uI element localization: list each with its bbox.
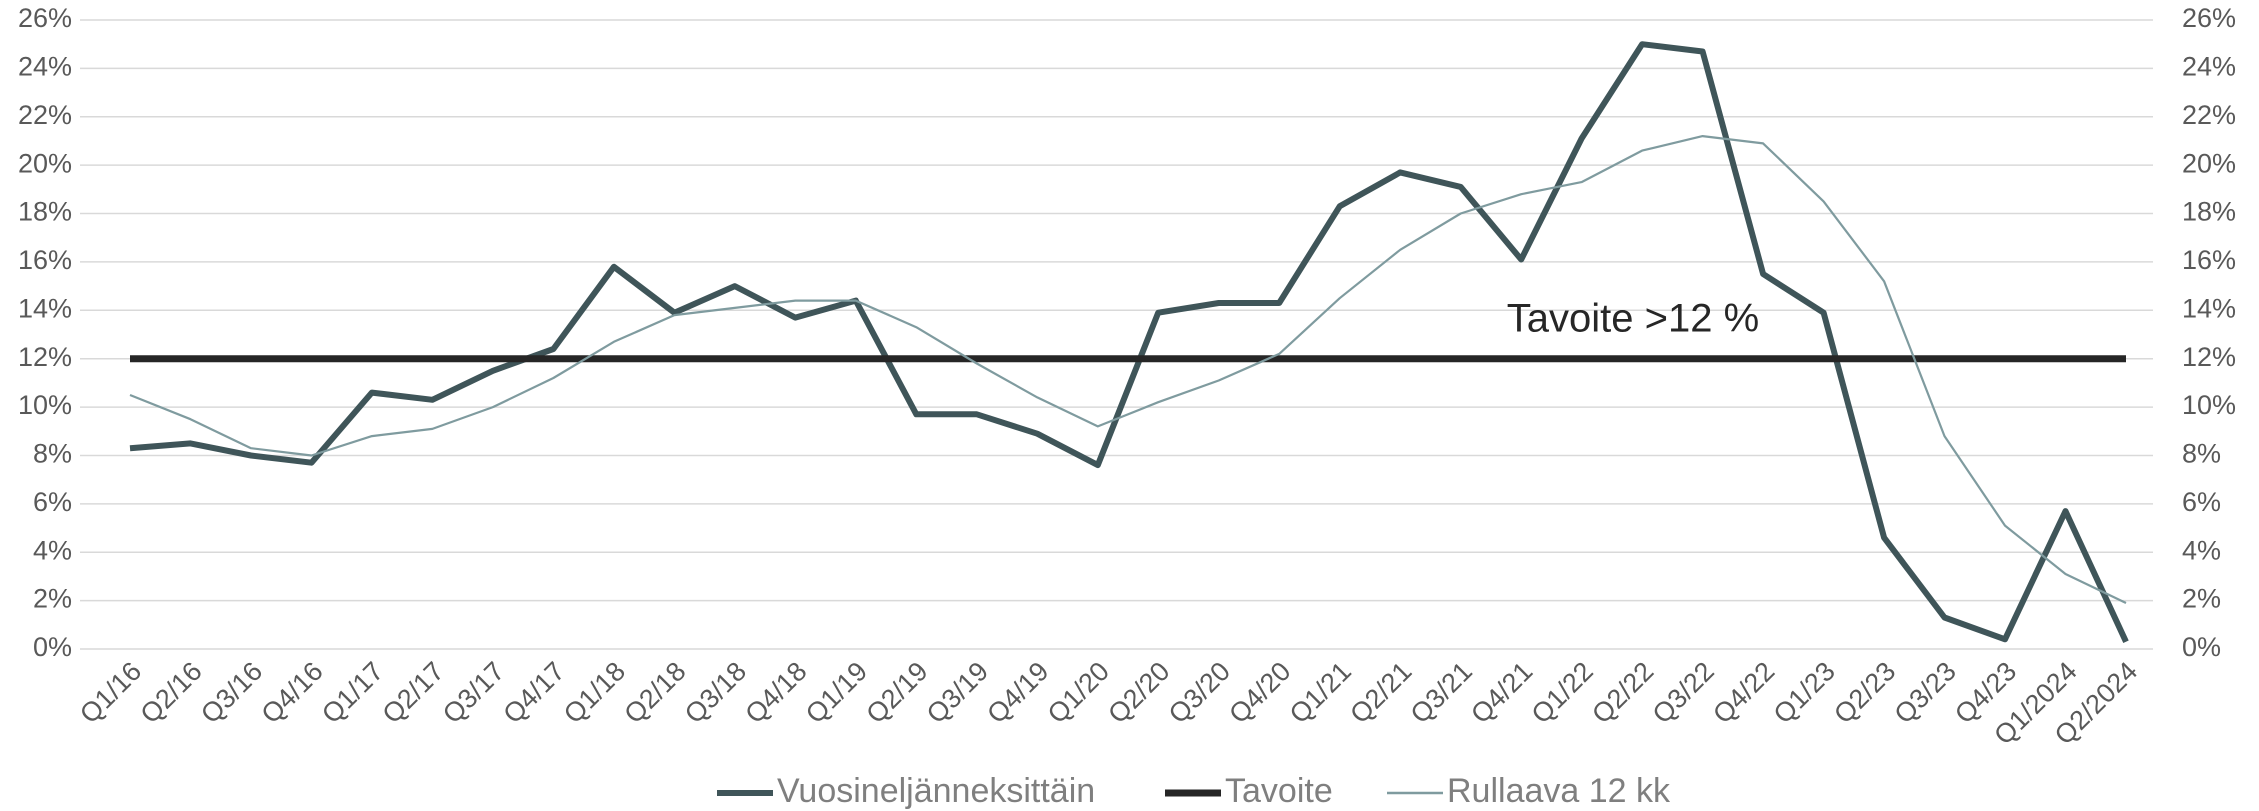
x-tick-label: Q4/20 bbox=[1223, 656, 1296, 729]
y-tick-label: 16% bbox=[18, 245, 72, 275]
x-tick-label: Q2/19 bbox=[860, 656, 933, 729]
x-tick-label: Q3/18 bbox=[679, 656, 752, 729]
x-tick-label: Q4/19 bbox=[981, 656, 1054, 729]
x-tick-label: Q2/20 bbox=[1102, 656, 1175, 729]
y2-tick-label: 18% bbox=[2182, 197, 2236, 227]
x-tick-label: Q2/16 bbox=[135, 656, 208, 729]
y2-tick-label: 22% bbox=[2182, 100, 2236, 130]
x-tick-label: Q3/22 bbox=[1647, 656, 1720, 729]
x-tick-label: Q1/18 bbox=[558, 656, 631, 729]
legend-label: Tavoite bbox=[1225, 772, 1333, 810]
x-tick-label: Q2/17 bbox=[376, 656, 449, 729]
y-tick-label: 0% bbox=[33, 632, 72, 662]
y-tick-label: 12% bbox=[18, 342, 72, 372]
x-tick-label: Q3/19 bbox=[921, 656, 994, 729]
y-tick-label: 8% bbox=[33, 439, 72, 469]
x-tick-label: Q3/23 bbox=[1889, 656, 1962, 729]
x-tick-label: Q1/20 bbox=[1042, 656, 1115, 729]
x-tick-label: Q4/21 bbox=[1465, 656, 1538, 729]
x-tick-label: Q2/21 bbox=[1344, 656, 1417, 729]
x-tick-label: Q4/16 bbox=[256, 656, 329, 729]
x-tick-label: Q1/19 bbox=[800, 656, 873, 729]
y2-tick-label: 24% bbox=[2182, 52, 2236, 82]
y2-tick-label: 12% bbox=[2182, 342, 2236, 372]
series-line bbox=[129, 135, 2127, 604]
x-tick-label: Q3/21 bbox=[1405, 656, 1478, 729]
y-tick-label: 20% bbox=[18, 148, 72, 178]
x-tick-label: Q3/17 bbox=[437, 656, 510, 729]
x-tick-label: Q4/17 bbox=[497, 656, 570, 729]
y2-tick-label: 0% bbox=[2182, 632, 2221, 662]
y-tick-label: 22% bbox=[18, 100, 72, 130]
x-tick-label: Q4/18 bbox=[739, 656, 812, 729]
x-tick-label: Q1/21 bbox=[1284, 656, 1357, 729]
y2-tick-label: 2% bbox=[2182, 584, 2221, 614]
x-tick-label: Q2/22 bbox=[1586, 656, 1659, 729]
x-tick-label: Q4/22 bbox=[1707, 656, 1780, 729]
x-tick-label: Q3/16 bbox=[195, 656, 268, 729]
y2-tick-label: 20% bbox=[2182, 148, 2236, 178]
y2-tick-label: 14% bbox=[2182, 293, 2236, 323]
series-line bbox=[129, 41, 2129, 643]
y2-tick-label: 26% bbox=[2182, 3, 2236, 33]
y-tick-label: 4% bbox=[33, 535, 72, 565]
y2-tick-label: 4% bbox=[2182, 535, 2221, 565]
y-tick-label: 10% bbox=[18, 390, 72, 420]
legend-label: Vuosineljänneksittäin bbox=[777, 772, 1095, 810]
x-tick-label: Q2/18 bbox=[618, 656, 691, 729]
x-tick-label: Q1/23 bbox=[1768, 656, 1841, 729]
annotation: Tavoite >12 % bbox=[1507, 297, 1759, 341]
legend-label: Rullaava 12 kk bbox=[1447, 772, 1671, 810]
y-tick-label: 2% bbox=[33, 584, 72, 614]
y2-tick-label: 8% bbox=[2182, 439, 2221, 469]
y2-tick-label: 10% bbox=[2182, 390, 2236, 420]
y-tick-label: 18% bbox=[18, 197, 72, 227]
y-tick-label: 14% bbox=[18, 293, 72, 323]
x-tick-label: Q3/20 bbox=[1163, 656, 1236, 729]
y-tick-label: 6% bbox=[33, 487, 72, 517]
x-tick-label: Q2/23 bbox=[1828, 656, 1901, 729]
y-tick-label: 24% bbox=[18, 52, 72, 82]
x-tick-label: Q1/17 bbox=[316, 656, 389, 729]
y2-tick-label: 16% bbox=[2182, 245, 2236, 275]
x-tick-label: Q1/16 bbox=[74, 656, 147, 729]
x-tick-label: Q1/22 bbox=[1526, 656, 1599, 729]
y-tick-label: 26% bbox=[18, 3, 72, 33]
y2-tick-label: 6% bbox=[2182, 487, 2221, 517]
